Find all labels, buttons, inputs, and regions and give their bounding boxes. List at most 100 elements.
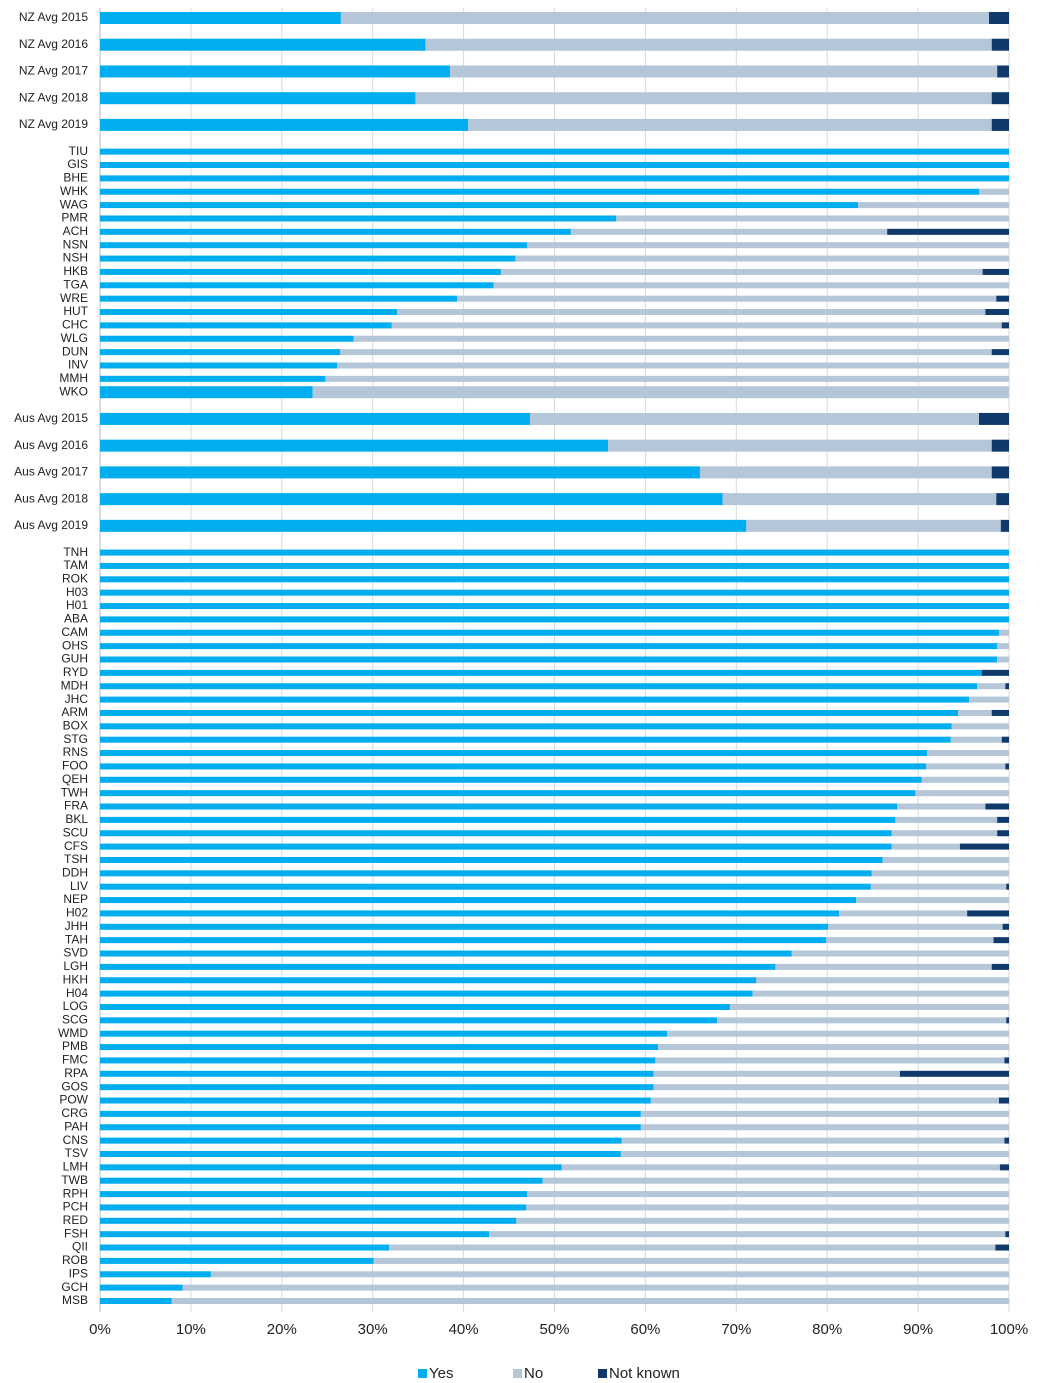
x-tick-label: 80%	[812, 1321, 842, 1338]
y-tick-label: TNH	[63, 545, 88, 559]
bar-segment	[100, 1231, 490, 1238]
y-tick-label: Aus Avg 2017	[14, 465, 88, 479]
bar-segment	[100, 1057, 656, 1064]
bar-segment	[312, 386, 1009, 399]
y-tick-label: ROB	[62, 1253, 88, 1267]
bar-segment	[100, 990, 753, 997]
bar-segment	[516, 1217, 1009, 1224]
bar-segment	[389, 1244, 996, 1251]
x-tick-label: 40%	[449, 1321, 479, 1338]
bar-segment	[100, 723, 952, 730]
bar-segment	[985, 309, 1009, 316]
y-tick-label: NZ Avg 2019	[19, 117, 88, 131]
bar-segment	[100, 175, 1009, 182]
bar-segment	[897, 803, 986, 810]
bar-segment	[100, 162, 1009, 169]
bar-segment	[100, 282, 494, 289]
bar-segment	[542, 1177, 1009, 1184]
bar-segment	[100, 1177, 543, 1184]
x-tick-label: 100%	[990, 1321, 1028, 1338]
bar-segment	[775, 963, 992, 970]
bar-segment	[653, 1070, 900, 1077]
bar-segment	[100, 816, 896, 823]
bar-segment	[640, 1110, 1009, 1117]
y-tick-label: FSH	[64, 1226, 88, 1240]
x-tick-label: 10%	[176, 1321, 206, 1338]
bar-segment	[915, 790, 1009, 797]
y-tick-label: SCG	[62, 1013, 88, 1027]
y-tick-label: BKL	[65, 812, 88, 826]
bar-segment	[100, 65, 450, 78]
y-tick-label: RPH	[63, 1186, 88, 1200]
legend-swatch	[598, 1369, 607, 1378]
bar-segment	[100, 519, 747, 532]
bar-segment	[415, 92, 992, 105]
y-tick-label: LIV	[70, 879, 88, 893]
bar-segment	[100, 750, 928, 757]
bar-segment	[1004, 1137, 1009, 1144]
y-tick-label: POW	[59, 1093, 88, 1107]
bar-segment	[1005, 1231, 1009, 1238]
bar-segment	[870, 883, 1007, 890]
y-tick-label: WLG	[61, 331, 88, 345]
legend-swatch	[418, 1369, 427, 1378]
bar-segment	[717, 1017, 1007, 1024]
bar-segment	[340, 12, 990, 24]
y-tick-label: QEH	[62, 772, 88, 786]
bar-segment	[171, 1298, 1009, 1304]
bar-segment	[100, 1030, 668, 1037]
bar-segment	[100, 629, 1000, 636]
y-tick-label: PMB	[62, 1039, 88, 1053]
bar-segment	[100, 937, 827, 944]
bar-segment	[337, 362, 1009, 369]
y-tick-label: H04	[66, 986, 88, 1000]
legend-label: No	[524, 1365, 543, 1382]
bar-segment	[100, 386, 313, 399]
bar-segment	[871, 870, 1009, 877]
bar-segment	[100, 603, 1009, 610]
bar-segment	[991, 439, 1009, 452]
bar-segment	[100, 1124, 641, 1131]
bar-segment	[100, 709, 959, 716]
y-tick-label: RNS	[63, 745, 88, 759]
bar-segment	[100, 1097, 651, 1104]
bar-segment	[100, 1044, 659, 1051]
y-tick-label: BOX	[63, 718, 88, 732]
bar-segment	[895, 816, 998, 823]
y-tick-label: CFS	[64, 839, 88, 853]
bar-segment	[100, 188, 980, 195]
bar-segment	[1006, 883, 1009, 890]
bar-segment	[100, 1150, 621, 1157]
y-tick-label: BHE	[63, 171, 88, 185]
legend-swatch	[513, 1369, 522, 1378]
bar-segment	[100, 1204, 527, 1211]
y-tick-label: JHC	[65, 692, 89, 706]
bar-segment	[100, 1084, 654, 1091]
bar-segment	[100, 696, 970, 703]
y-tick-label: MSB	[62, 1293, 88, 1307]
bar-segment	[959, 843, 1009, 850]
bar-segment	[882, 856, 1009, 863]
bar-segment	[100, 215, 617, 222]
bar-segment	[100, 118, 469, 131]
bar-segment	[991, 466, 1009, 479]
bar-segment	[527, 1191, 1009, 1198]
bar-segment	[100, 1257, 374, 1264]
bar-segment	[100, 963, 776, 970]
bar-segment	[891, 843, 960, 850]
bar-segment	[100, 897, 857, 904]
bar-segment	[100, 1217, 517, 1224]
y-tick-label: LGH	[63, 959, 88, 973]
y-tick-label: MDH	[61, 678, 88, 692]
bar-segment	[667, 1030, 1009, 1037]
y-tick-label: HKB	[63, 264, 88, 278]
bar-segment	[100, 349, 340, 356]
legend-label: Not known	[609, 1365, 680, 1382]
y-tick-label: H01	[66, 598, 88, 612]
bar-segment	[655, 1057, 1005, 1064]
bar-segment	[561, 1164, 1000, 1171]
bar-segment	[489, 1231, 1006, 1238]
bar-segment	[997, 65, 1009, 78]
y-tick-label: NSN	[63, 237, 88, 251]
bar-segment	[100, 656, 998, 663]
